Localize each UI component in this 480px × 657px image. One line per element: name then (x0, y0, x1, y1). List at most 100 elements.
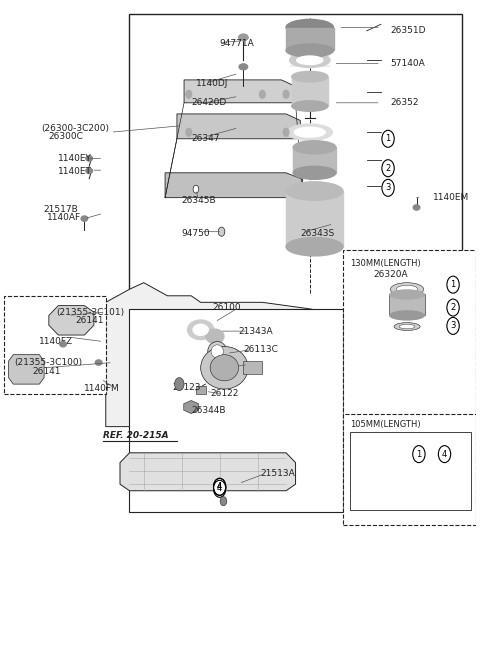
Bar (293, 147, 336, 173)
Text: 26320A: 26320A (374, 270, 408, 279)
Text: 1140AF: 1140AF (47, 213, 81, 222)
Ellipse shape (208, 342, 227, 361)
Text: 26343S: 26343S (300, 229, 335, 238)
Polygon shape (184, 401, 199, 413)
Circle shape (175, 378, 184, 391)
Polygon shape (9, 355, 44, 384)
Bar (130, 309, 343, 512)
Text: 57140A: 57140A (390, 59, 425, 68)
Text: 130MM(LENGTH): 130MM(LENGTH) (350, 259, 421, 267)
Ellipse shape (394, 323, 420, 330)
Circle shape (214, 478, 226, 495)
Bar (343, 413, 476, 525)
Polygon shape (120, 453, 296, 491)
Circle shape (214, 478, 226, 495)
Circle shape (283, 91, 289, 98)
Ellipse shape (293, 141, 336, 154)
Ellipse shape (286, 238, 343, 256)
Circle shape (413, 445, 425, 463)
Polygon shape (49, 306, 94, 335)
Ellipse shape (396, 285, 418, 293)
Text: 4: 4 (217, 482, 222, 491)
Text: 105MM(LENGTH): 105MM(LENGTH) (350, 420, 421, 428)
Text: 26123: 26123 (172, 383, 201, 392)
Circle shape (186, 128, 192, 136)
Text: 26300C: 26300C (49, 132, 84, 141)
Bar (286, 28, 334, 51)
Ellipse shape (201, 346, 248, 389)
Text: 1140ET: 1140ET (59, 167, 92, 176)
Text: 3: 3 (385, 183, 391, 193)
Circle shape (438, 445, 451, 463)
Text: 21343A: 21343A (239, 327, 273, 336)
Circle shape (382, 179, 394, 196)
Ellipse shape (206, 329, 224, 344)
Ellipse shape (297, 56, 323, 64)
Text: 1140EY: 1140EY (59, 154, 92, 163)
Ellipse shape (286, 19, 334, 35)
Text: 1140EM: 1140EM (433, 193, 469, 202)
Text: 26351D: 26351D (390, 26, 426, 35)
Text: 26320A :: 26320A : (381, 449, 424, 459)
Text: 2: 2 (450, 303, 456, 312)
Ellipse shape (211, 345, 223, 358)
Text: 94771A: 94771A (220, 39, 254, 49)
Bar (389, 294, 425, 315)
Text: 1140FZ: 1140FZ (39, 337, 73, 346)
Ellipse shape (292, 101, 328, 111)
Ellipse shape (399, 325, 415, 328)
Text: 4: 4 (442, 449, 447, 459)
Ellipse shape (239, 64, 248, 70)
Ellipse shape (86, 156, 93, 161)
Text: 21517B: 21517B (43, 205, 78, 214)
Text: 26141: 26141 (32, 367, 61, 376)
Circle shape (382, 130, 394, 147)
Bar (350, 432, 471, 510)
Text: (21355-3C100): (21355-3C100) (15, 358, 83, 367)
Text: 26100: 26100 (213, 303, 241, 312)
Text: (26300-3C200): (26300-3C200) (42, 124, 110, 133)
Text: 26352: 26352 (390, 99, 419, 107)
Text: 1140FM: 1140FM (84, 384, 120, 393)
Text: 26141: 26141 (75, 316, 103, 325)
Circle shape (447, 299, 459, 316)
Text: ~: ~ (427, 449, 439, 459)
Circle shape (447, 276, 459, 293)
Bar (130, 14, 462, 322)
Text: 14130: 14130 (210, 363, 239, 373)
Ellipse shape (210, 355, 239, 381)
Text: 4: 4 (217, 482, 222, 491)
Text: 2: 2 (385, 164, 391, 173)
Circle shape (447, 317, 459, 334)
Text: NOTE: NOTE (355, 436, 383, 445)
Text: 26344B: 26344B (191, 406, 226, 415)
Circle shape (382, 160, 394, 177)
Text: 1140DJ: 1140DJ (196, 79, 228, 87)
Polygon shape (184, 80, 296, 102)
Polygon shape (165, 173, 303, 198)
Ellipse shape (86, 168, 93, 173)
Text: 4: 4 (217, 484, 222, 493)
Ellipse shape (390, 283, 424, 296)
Ellipse shape (60, 342, 66, 347)
Bar (292, 77, 328, 106)
Circle shape (193, 185, 199, 193)
Text: 26345B: 26345B (182, 196, 216, 206)
Ellipse shape (289, 53, 330, 68)
Bar (243, 361, 263, 374)
Circle shape (186, 91, 192, 98)
Ellipse shape (294, 127, 325, 137)
Ellipse shape (239, 34, 248, 41)
Text: 1: 1 (385, 134, 391, 143)
Text: 26420D: 26420D (191, 99, 227, 107)
Ellipse shape (292, 72, 328, 82)
Ellipse shape (389, 310, 425, 321)
Text: REF. 20-215A: REF. 20-215A (103, 431, 169, 440)
Ellipse shape (188, 320, 214, 340)
Bar (4, 296, 106, 394)
Text: 26113C: 26113C (243, 345, 278, 354)
Circle shape (283, 128, 289, 136)
Text: 21513A: 21513A (260, 469, 295, 478)
Ellipse shape (389, 289, 425, 300)
Text: 26122: 26122 (210, 390, 239, 398)
